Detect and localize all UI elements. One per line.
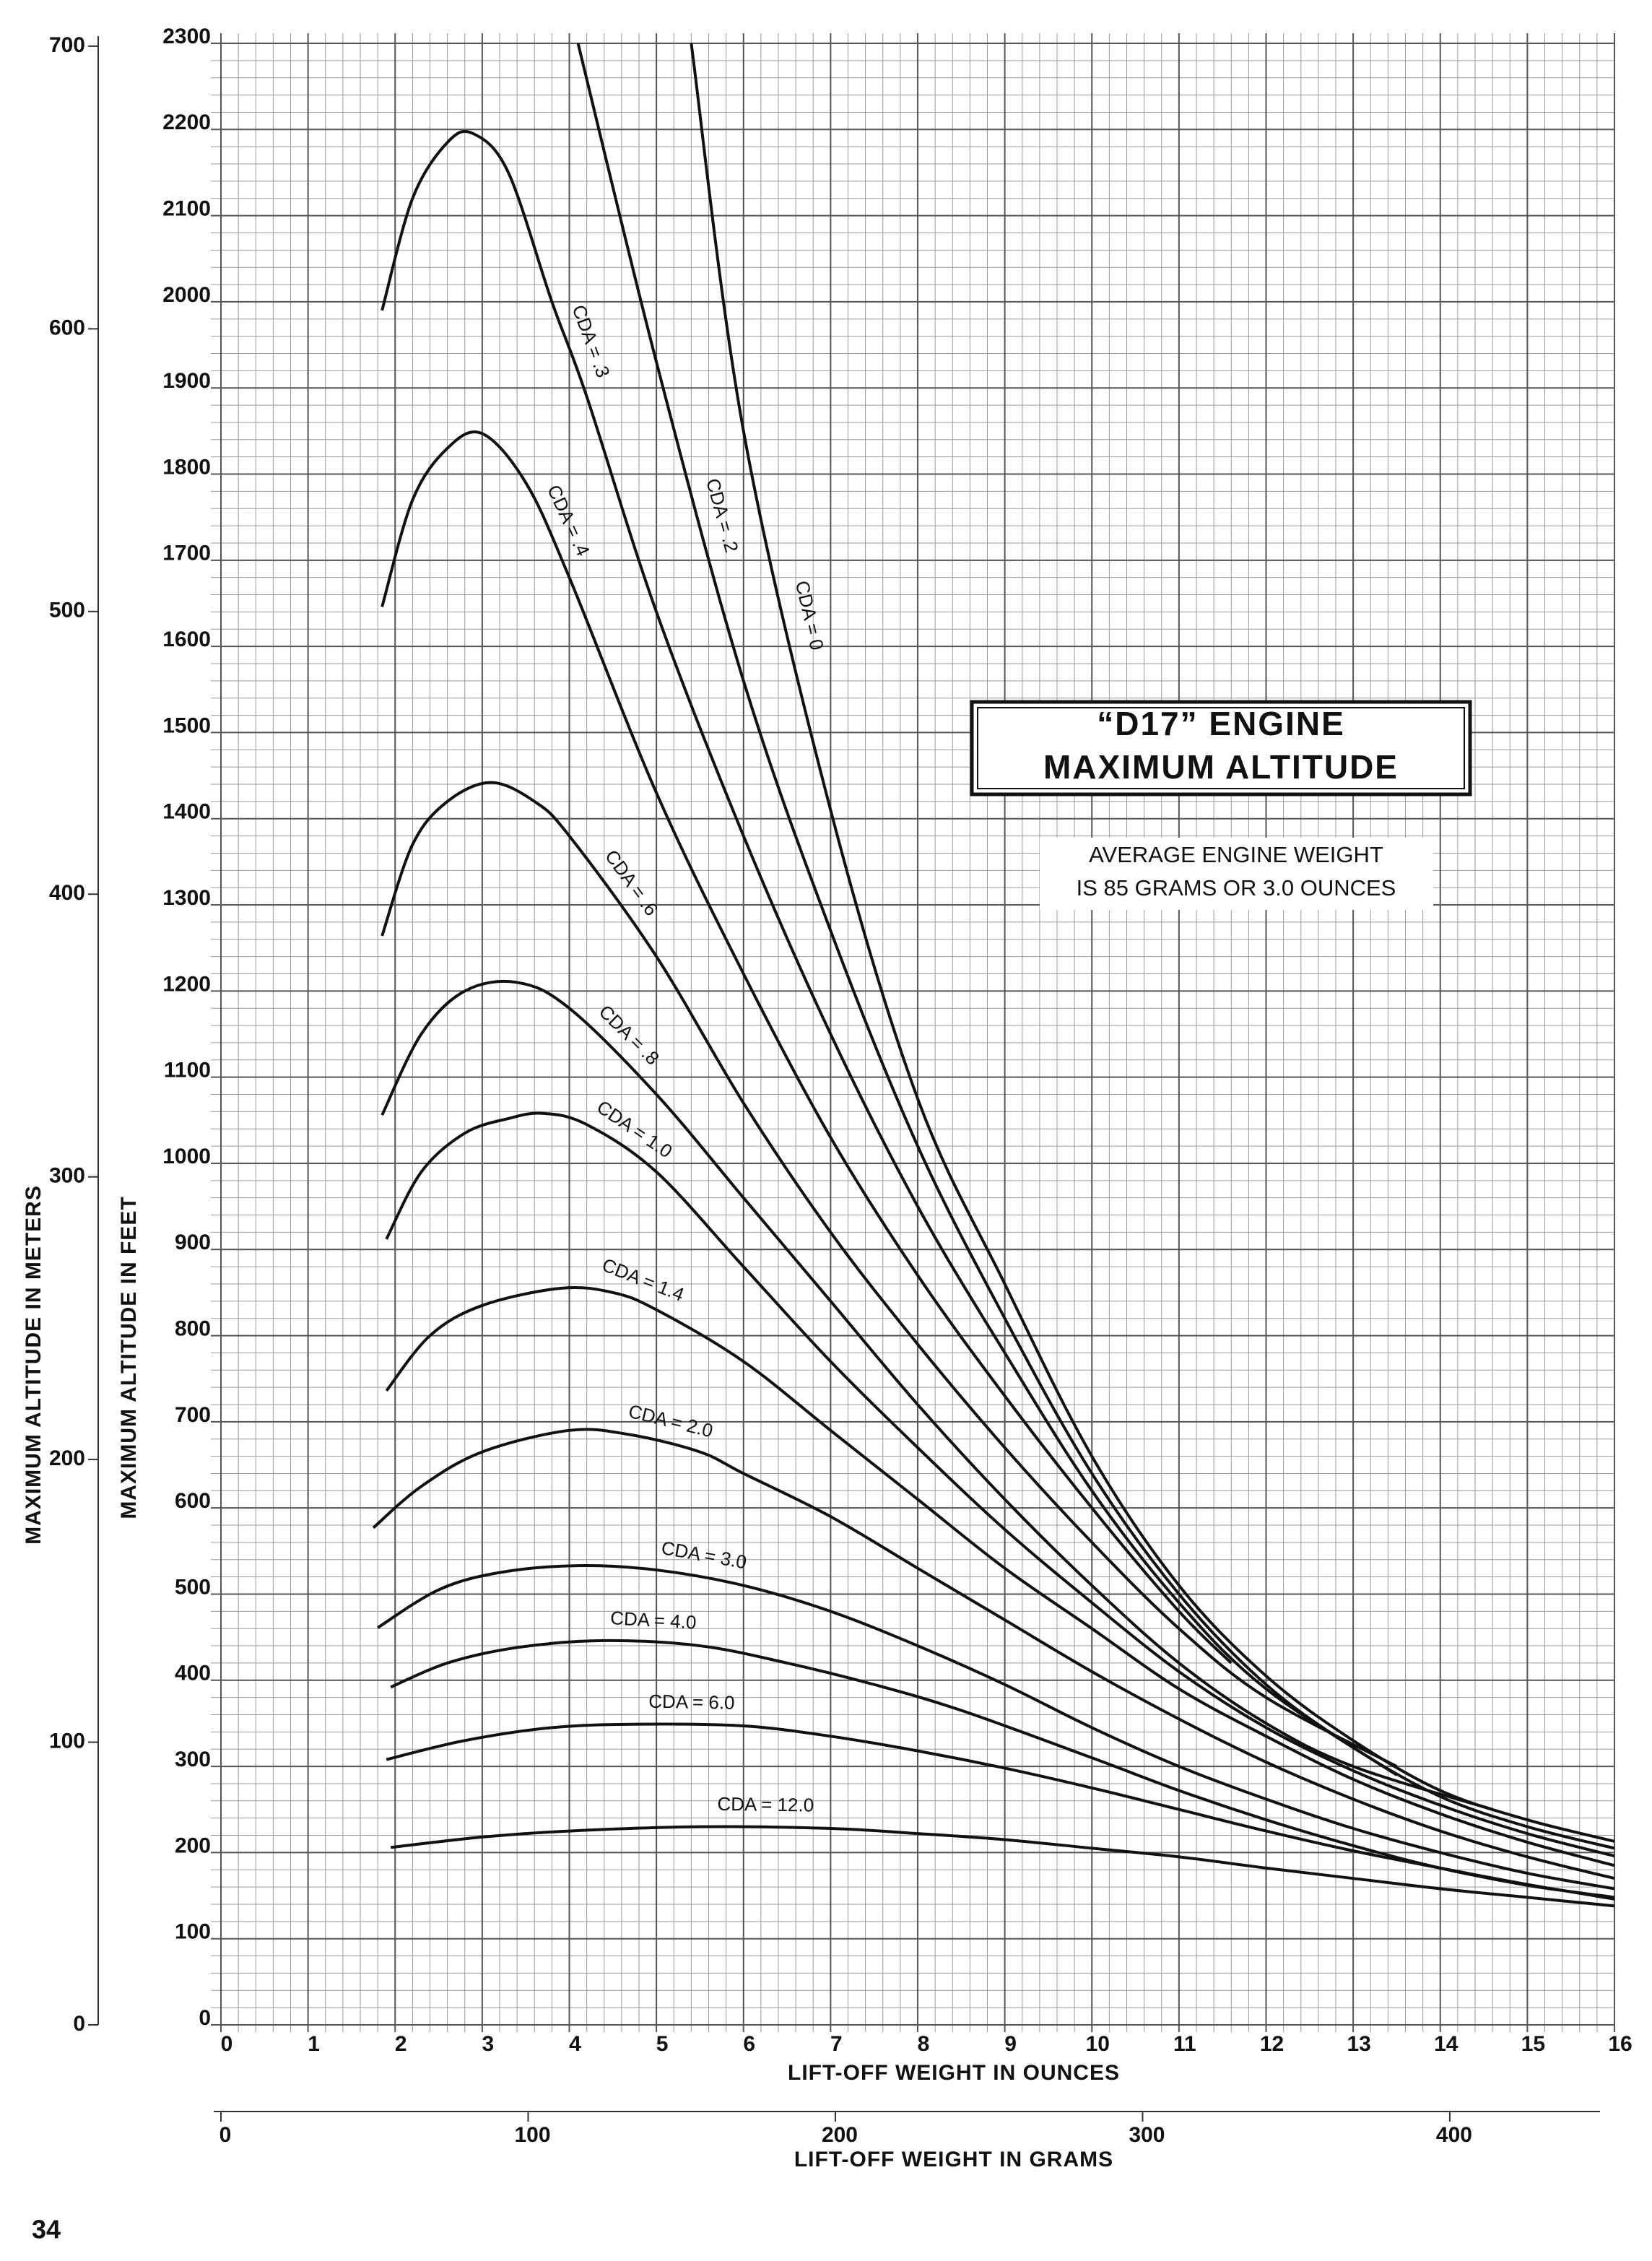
- y-tick-label: 600: [175, 1489, 211, 1513]
- y-tick-label: 2300: [162, 25, 211, 48]
- x-tick-label: 0: [221, 2032, 233, 2056]
- x-tick-label: 3: [482, 2032, 495, 2056]
- x-tick-label: 9: [1004, 2032, 1017, 2056]
- x-tick-label: 6: [743, 2032, 755, 2056]
- title-box: [970, 700, 1472, 797]
- x-tick-label: 5: [656, 2032, 669, 2056]
- curve-label: CDA = .3: [568, 302, 614, 381]
- y-tick-label: 1700: [162, 542, 211, 565]
- curve: [372, 1428, 1615, 1880]
- y-tick-label: 700: [175, 1403, 211, 1427]
- x-tick-label: 11: [1173, 2032, 1196, 2056]
- y-tick-label: 900: [175, 1231, 211, 1254]
- curve-label: CDA = 0: [791, 578, 828, 652]
- y-tick-label: 2100: [162, 197, 211, 221]
- curve: [576, 43, 1615, 1850]
- curve: [381, 979, 1493, 1811]
- y2-tick-label: 600: [49, 316, 85, 339]
- page-number: 34: [32, 2215, 61, 2244]
- x-tick-label: 16: [1608, 2032, 1632, 2056]
- x-tick-label: 4: [569, 2032, 581, 2056]
- curve: [377, 1564, 1615, 1891]
- y2-tick-label: 0: [73, 2012, 85, 2036]
- y-tick-label: 0: [199, 2006, 211, 2030]
- y-tick-label: 200: [175, 1833, 211, 1857]
- curve-label: CDA = .8: [595, 1001, 664, 1069]
- y-tick-label: 400: [175, 1662, 211, 1685]
- x-tick-label: 15: [1521, 2032, 1545, 2056]
- curve-label: CDA = 12.0: [717, 1793, 814, 1816]
- x-tick-label: 14: [1434, 2032, 1458, 2056]
- annotation: IS 85 GRAMS OR 3.0 OUNCES: [1077, 875, 1396, 901]
- chart-title: “D17” ENGINE: [1097, 705, 1345, 742]
- curve: [386, 1722, 1615, 1901]
- x2-tick-label: 300: [1129, 2123, 1165, 2147]
- y-tick-label: 1300: [162, 886, 211, 910]
- curve: [690, 43, 1615, 1843]
- y-tick-label: 1800: [162, 455, 211, 479]
- y-tick-label: 1100: [164, 1059, 211, 1082]
- chart-title: MAXIMUM ALTITUDE: [1043, 748, 1399, 786]
- y-tick-label: 300: [175, 1748, 211, 1771]
- y2-tick-label: 500: [49, 599, 85, 622]
- y-tick-label: 2000: [162, 283, 211, 307]
- x-axis-title: LIFT-OFF WEIGHT IN OUNCES: [788, 2061, 1120, 2085]
- y2-tick-label: 400: [49, 881, 85, 905]
- y-tick-label: 1200: [162, 972, 211, 996]
- curve-label: CDA = 6.0: [648, 1691, 735, 1714]
- y-tick-label: 800: [175, 1316, 211, 1340]
- x-tick-label: 7: [830, 2032, 843, 2056]
- y2-axis-title: MAXIMUM ALTITUDE IN METERS: [22, 1185, 45, 1545]
- y-tick-label: 2200: [162, 110, 211, 134]
- y2-tick-label: 300: [49, 1164, 85, 1188]
- y2-tick-label: 700: [49, 33, 85, 57]
- y-tick-label: 100: [175, 1920, 211, 1944]
- curves: [372, 43, 1615, 1908]
- grid: [211, 33, 1615, 2032]
- curve: [385, 1111, 1615, 1858]
- x-tick-label: 1: [308, 2032, 320, 2056]
- curve: [381, 430, 1233, 1665]
- title-box-inner: [977, 707, 1465, 789]
- y-tick-label: 1500: [162, 713, 211, 737]
- x-tick-label: 12: [1260, 2032, 1284, 2056]
- curve-label: CDA = .6: [601, 846, 663, 920]
- y-tick-label: 1000: [162, 1145, 211, 1168]
- x2-axis-title: LIFT-OFF WEIGHT IN GRAMS: [794, 2148, 1113, 2171]
- curve: [390, 1825, 1615, 1908]
- x2-tick-label: 200: [822, 2123, 858, 2147]
- x-tick-label: 2: [395, 2032, 407, 2056]
- x2-tick-label: 400: [1436, 2123, 1472, 2147]
- x-tick-label: 8: [918, 2032, 930, 2056]
- curve: [385, 1285, 1615, 1867]
- curve: [381, 781, 1398, 1768]
- annotation: AVERAGE ENGINE WEIGHT: [1089, 842, 1383, 867]
- x2-tick-label: 100: [514, 2123, 550, 2147]
- x-tick-label: 10: [1086, 2032, 1110, 2056]
- note-backdrop: [1040, 838, 1433, 910]
- y-tick-label: 1600: [162, 628, 211, 651]
- y-tick-label: 1400: [162, 800, 211, 824]
- y2-tick-label: 100: [49, 1729, 85, 1753]
- curve: [381, 130, 1398, 1776]
- y-axis-title: MAXIMUM ALTITUDE IN FEET: [117, 1196, 141, 1519]
- y-tick-label: 500: [175, 1575, 211, 1599]
- x2-tick-label: 0: [219, 2123, 232, 2147]
- y2-tick-label: 200: [49, 1446, 85, 1470]
- y-tick-label: 1900: [162, 369, 211, 393]
- curve-label: CDA = 4.0: [609, 1607, 697, 1633]
- x-tick-label: 13: [1347, 2032, 1370, 2056]
